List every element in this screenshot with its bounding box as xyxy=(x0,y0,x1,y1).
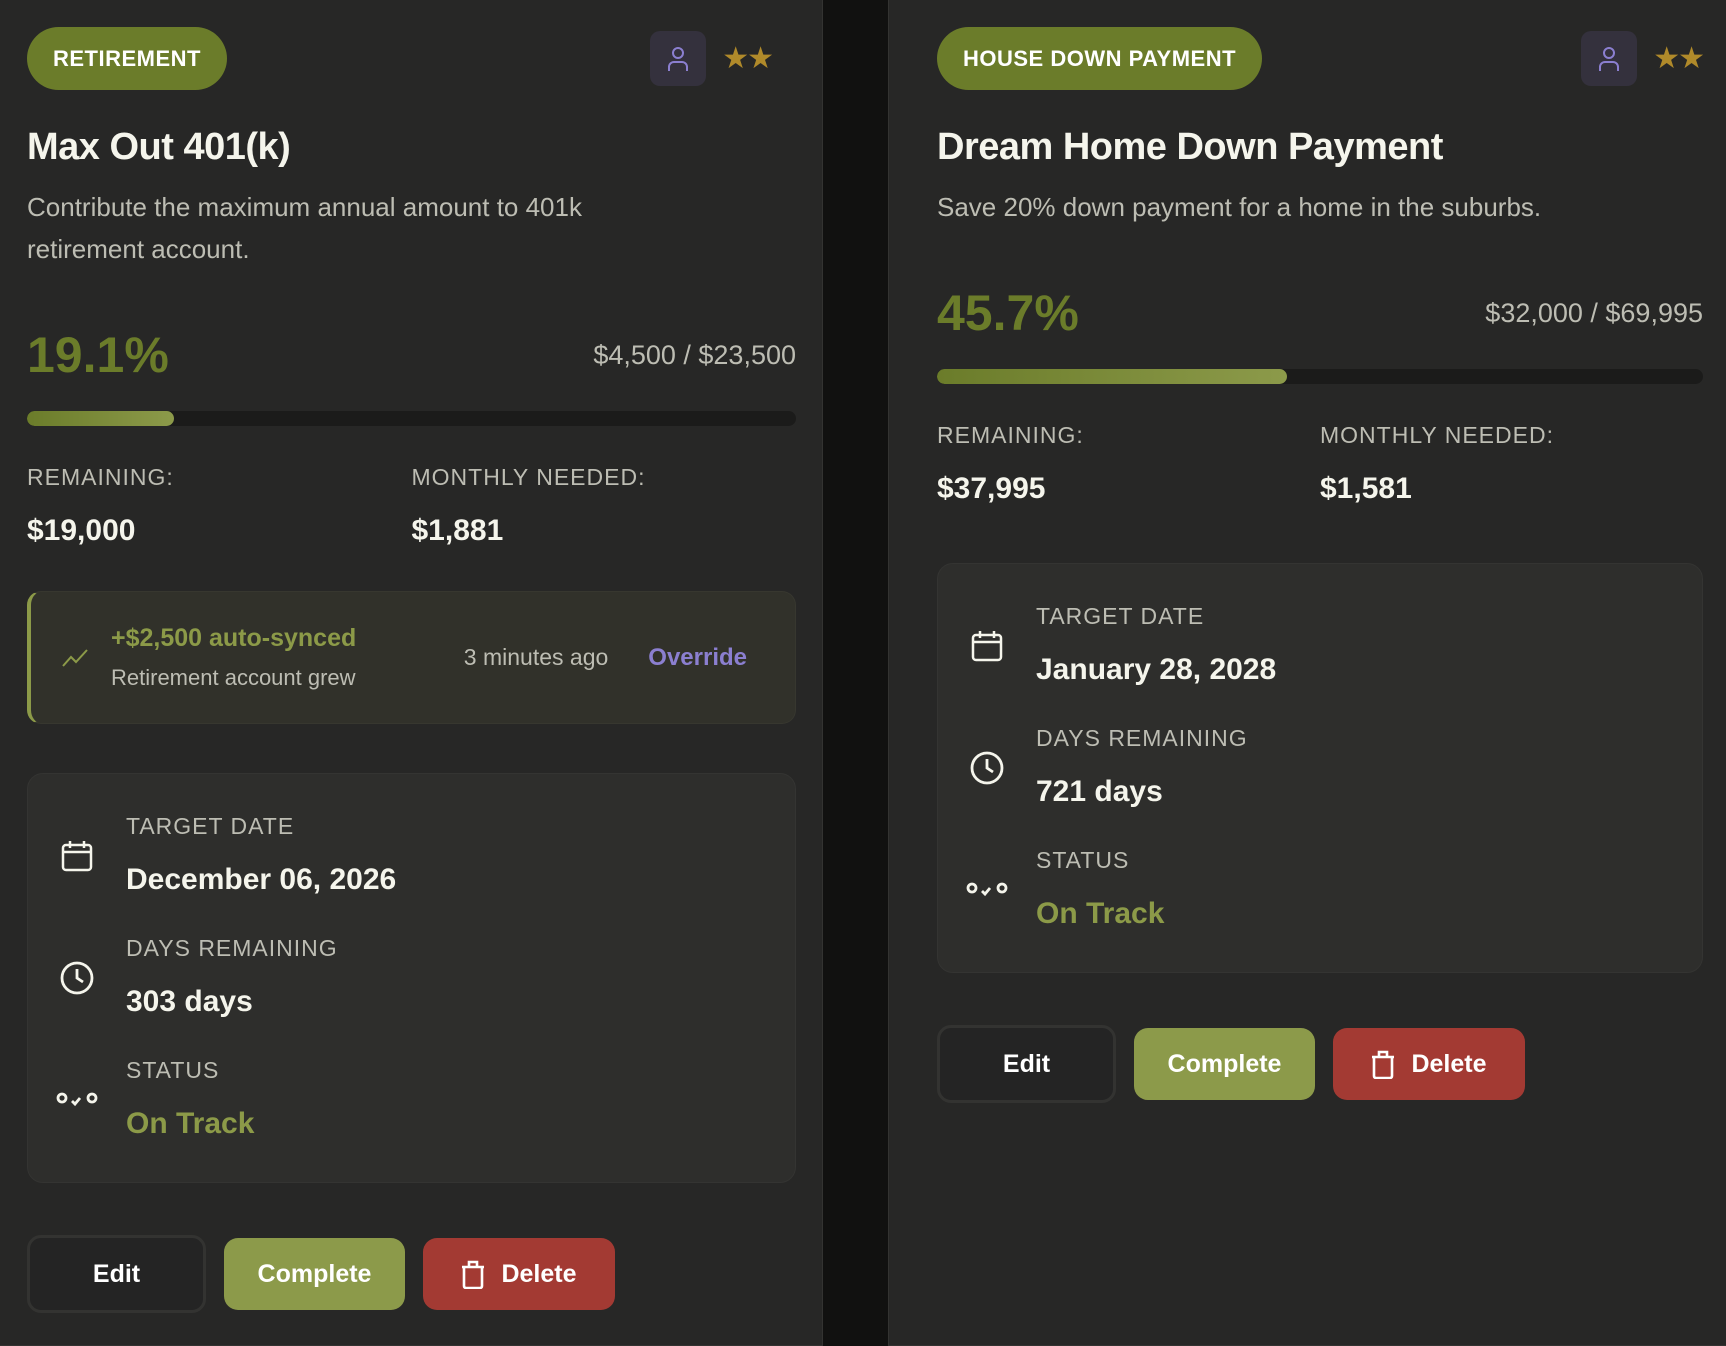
days-remaining-row: DAYS REMAINING 721 days xyxy=(938,723,1702,812)
status-row: STATUS On Track xyxy=(28,1055,795,1144)
progress-percent: 45.7% xyxy=(937,285,1079,341)
goal-description: Contribute the maximum annual amount to … xyxy=(27,192,582,264)
sync-subtitle: Retirement account grew xyxy=(111,664,356,690)
edit-button[interactable]: Edit xyxy=(27,1235,206,1313)
days-remaining-label: DAYS REMAINING xyxy=(1036,725,1248,751)
clock-icon xyxy=(970,751,1004,784)
monthly-label: MONTHLY NEEDED: xyxy=(411,464,646,490)
category-badge: RETIREMENT xyxy=(27,27,227,90)
status-value: On Track xyxy=(1036,897,1165,930)
progress-fill xyxy=(27,411,174,426)
delete-button[interactable]: Delete xyxy=(423,1238,615,1310)
monthly-label: MONTHLY NEEDED: xyxy=(1320,422,1554,448)
progress-bar xyxy=(937,369,1703,384)
progress-fill xyxy=(937,369,1288,384)
target-date-value: January 28, 2028 xyxy=(1036,653,1277,686)
override-link[interactable]: Override xyxy=(648,643,747,671)
progress-amount: $32,000 / $69,995 xyxy=(1485,297,1703,328)
remaining-label: REMAINING: xyxy=(937,422,1084,448)
progress-amount: $4,500 / $23,500 xyxy=(593,339,796,370)
owner-button[interactable] xyxy=(650,31,707,86)
progress-summary: 19.1% $4,500 / $23,500 xyxy=(27,325,796,385)
days-remaining-value: 721 days xyxy=(1036,775,1163,808)
goal-title: Dream Home Down Payment xyxy=(937,126,1443,168)
remaining-label: REMAINING: xyxy=(27,464,174,490)
details-panel: TARGET DATE December 06, 2026 DAYS REMAIN… xyxy=(27,773,796,1183)
goal-description: Save 20% down payment for a home in the … xyxy=(937,192,1542,222)
delete-button[interactable]: Delete xyxy=(1333,1028,1525,1100)
sync-title: +$2,500 auto-synced xyxy=(111,623,357,652)
progress-summary: 45.7% $32,000 / $69,995 xyxy=(937,283,1703,343)
target-date-row: TARGET DATE January 28, 2028 xyxy=(938,601,1702,690)
complete-button[interactable]: Complete xyxy=(224,1238,405,1310)
person-icon xyxy=(668,46,689,71)
days-remaining-value: 303 days xyxy=(126,985,253,1018)
calendar-icon xyxy=(971,630,1003,661)
auto-sync-notice: +$2,500 auto-synced Retirement account g… xyxy=(27,591,796,724)
delete-label: Delete xyxy=(501,1259,577,1288)
details-panel: TARGET DATE January 28, 2028 DAYS REMAINI… xyxy=(937,563,1703,973)
progress-bar xyxy=(27,411,796,426)
trend-up-icon xyxy=(62,648,88,667)
card-header: RETIREMENT ★★ xyxy=(27,27,796,90)
calendar-icon xyxy=(61,840,93,871)
edit-button[interactable]: Edit xyxy=(937,1025,1116,1103)
target-date-value: December 06, 2026 xyxy=(126,863,397,896)
trash-icon xyxy=(462,1260,485,1289)
days-remaining-label: DAYS REMAINING xyxy=(126,935,338,961)
days-remaining-row: DAYS REMAINING 303 days xyxy=(28,933,795,1022)
category-badge: HOUSE DOWN PAYMENT xyxy=(937,27,1263,90)
card-header: HOUSE DOWN PAYMENT ★★ xyxy=(937,27,1705,90)
clock-icon xyxy=(60,961,94,994)
sync-time: 3 minutes ago xyxy=(463,644,609,670)
stats: REMAINING: $19,000 MONTHLY NEEDED: $1,881 xyxy=(27,462,796,551)
monthly-value: $1,581 xyxy=(1320,472,1412,505)
header-actions: ★★ xyxy=(1581,31,1705,86)
owner-button[interactable] xyxy=(1581,31,1638,86)
person-icon xyxy=(1599,46,1620,71)
progress-percent: 19.1% xyxy=(27,327,169,383)
status-track-icon xyxy=(56,1092,98,1106)
status-value: On Track xyxy=(126,1107,255,1140)
target-date-label: TARGET DATE xyxy=(126,813,295,839)
goal-card: HOUSE DOWN PAYMENT ★★ Dream Home Down Pa… xyxy=(888,0,1726,1346)
goal-card: RETIREMENT ★★ Max Out 401(k) Contribute … xyxy=(0,0,823,1346)
trash-icon xyxy=(1372,1050,1395,1079)
status-track-icon xyxy=(966,882,1008,896)
delete-label: Delete xyxy=(1411,1049,1487,1078)
remaining-value: $37,995 xyxy=(937,472,1046,505)
goal-title: Max Out 401(k) xyxy=(27,126,291,168)
status-label: STATUS xyxy=(1036,847,1130,873)
status-label: STATUS xyxy=(126,1057,220,1083)
priority-stars-icon: ★★ xyxy=(1653,42,1705,75)
status-row: STATUS On Track xyxy=(938,845,1702,934)
priority-stars-icon: ★★ xyxy=(722,42,774,75)
complete-button[interactable]: Complete xyxy=(1134,1028,1315,1100)
header-actions: ★★ xyxy=(650,31,774,86)
target-date-row: TARGET DATE December 06, 2026 xyxy=(28,811,795,900)
card-actions: Edit Complete Delete xyxy=(937,1025,1703,1103)
card-actions: Edit Complete Delete xyxy=(27,1235,796,1313)
remaining-value: $19,000 xyxy=(27,514,136,547)
stats: REMAINING: $37,995 MONTHLY NEEDED: $1,581 xyxy=(937,420,1703,509)
monthly-value: $1,881 xyxy=(411,514,504,547)
target-date-label: TARGET DATE xyxy=(1036,603,1205,629)
